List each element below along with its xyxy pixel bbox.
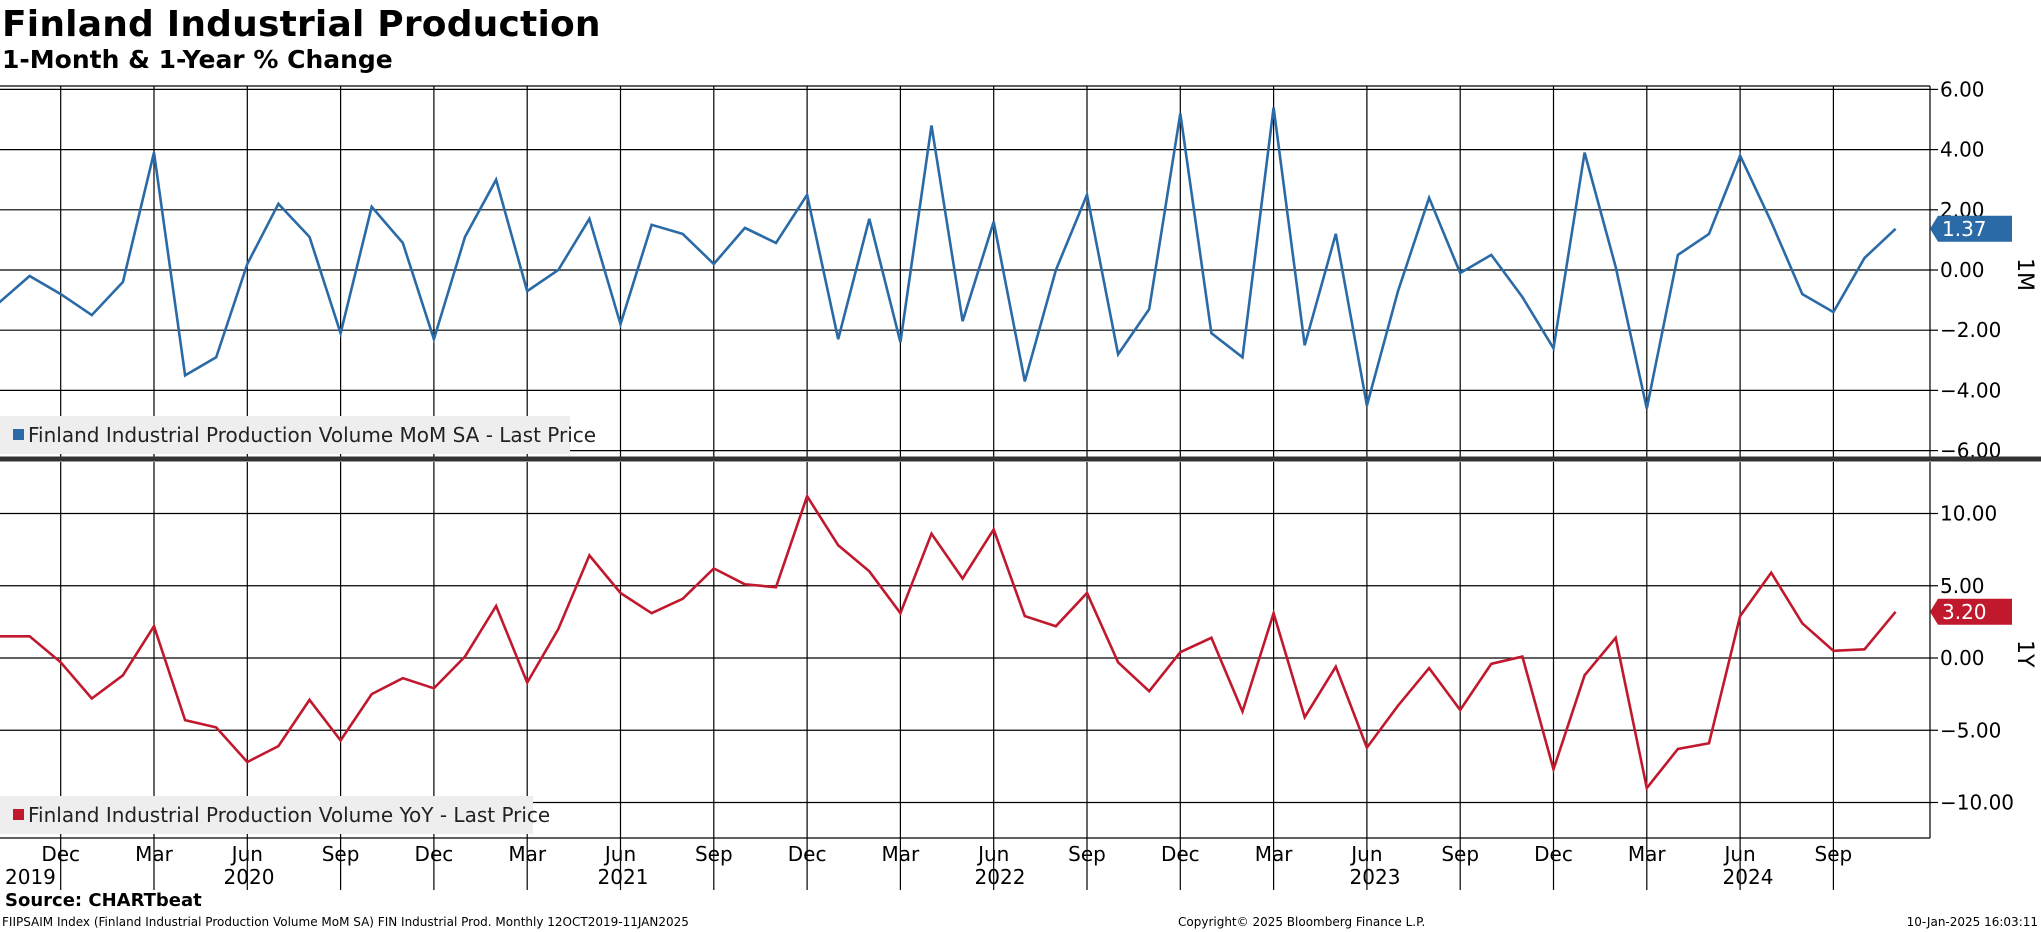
x-tick-label: Dec (1534, 842, 1573, 866)
y-tick-label: 10.00 (1940, 502, 1997, 526)
footer-series-info: FIIPSAIM Index (Finland Industrial Produ… (2, 915, 689, 929)
x-year-label: 2022 (975, 865, 1026, 889)
x-tick-label: Mar (508, 842, 547, 866)
mom-last-value-label: 1.37 (1942, 217, 1987, 241)
chart-subtitle: 1-Month & 1-Year % Change (2, 45, 393, 74)
yoy-series-line (0, 493, 1897, 791)
footer-copyright: Copyright© 2025 Bloomberg Finance L.P. (1178, 915, 1426, 929)
x-tick-label: Sep (1815, 842, 1853, 866)
chart-title: Finland Industrial Production (2, 4, 601, 45)
x-tick-label: Dec (1161, 842, 1200, 866)
x-tick-label: Dec (415, 842, 454, 866)
footer-timestamp: 10-Jan-2025 16:03:11 (1906, 915, 2038, 929)
source-note: Source: CHARTbeat (5, 890, 202, 911)
mom-last-value-badge (1930, 215, 2012, 242)
mom-legend-swatch (13, 429, 24, 440)
y-tick-label: 6.00 (1940, 77, 1985, 101)
y-tick-label: 0.00 (1940, 258, 1985, 282)
yoy-panel-label: 1Y (2012, 640, 2037, 668)
mom-panel: 6.00 4.00 2.000.00−2.00−4.00−6.001.371MF… (0, 77, 2041, 463)
mom-legend-label: Finland Industrial Production Volume MoM… (28, 423, 596, 447)
x-tick-label: Sep (322, 842, 360, 866)
yoy-last-value-label: 3.20 (1942, 600, 1987, 624)
x-tick-label: Jun (1349, 842, 1382, 866)
x-year-label: 2024 (1723, 865, 1774, 889)
y-tick-label: 5.00 (1940, 574, 1985, 598)
x-tick-label: Sep (1441, 842, 1479, 866)
x-tick-label: Jun (976, 842, 1009, 866)
x-tick-label: Sep (1068, 842, 1106, 866)
mom-series-line (0, 107, 1897, 409)
yoy-last-value-badge (1930, 598, 2012, 625)
x-tick-label: Mar (882, 842, 921, 866)
yoy-legend-box (0, 796, 533, 834)
x-tick-label: Mar (1255, 842, 1294, 866)
y-tick-label: −2.00 (1940, 318, 2001, 342)
x-year-label: 2021 (598, 865, 649, 889)
y-tick-label: 0.00 (1940, 646, 1985, 670)
x-tick-label: Jun (1722, 842, 1755, 866)
y-tick-label: −5.00 (1940, 718, 2001, 742)
yoy-panel: 10.00 5.00 0.00 −5.00 −10.00 3.20 1Y Finland I… (0, 462, 2037, 838)
x-tick-label: Mar (135, 842, 174, 866)
x-tick-label: Dec (788, 842, 827, 866)
x-tick-label: Sep (695, 842, 733, 866)
yoy-legend-swatch (13, 809, 24, 820)
y-tick-label: −4.00 (1940, 378, 2001, 402)
x-year-label: 2019 (5, 865, 56, 889)
x-year-label: 2020 (224, 865, 275, 889)
y-tick-label: 4.00 (1940, 138, 1985, 162)
mom-panel-label: 1M (2012, 258, 2037, 291)
x-year-label: 2023 (1350, 865, 1401, 889)
x-tick-label: Jun (603, 842, 636, 866)
x-tick-label: Jun (230, 842, 263, 866)
yoy-legend-label: Finland Industrial Production Volume YoY… (28, 803, 550, 827)
y-tick-label: −10.00 (1940, 791, 2014, 815)
x-tick-label: Dec (41, 842, 80, 866)
x-axis: Dec Mar Jun Sep Dec Mar Jun Sep Dec Mar Jun Sep Dec M… (0, 837, 1930, 890)
x-tick-label: Mar (1628, 842, 1667, 866)
mom-legend-box (0, 416, 570, 454)
